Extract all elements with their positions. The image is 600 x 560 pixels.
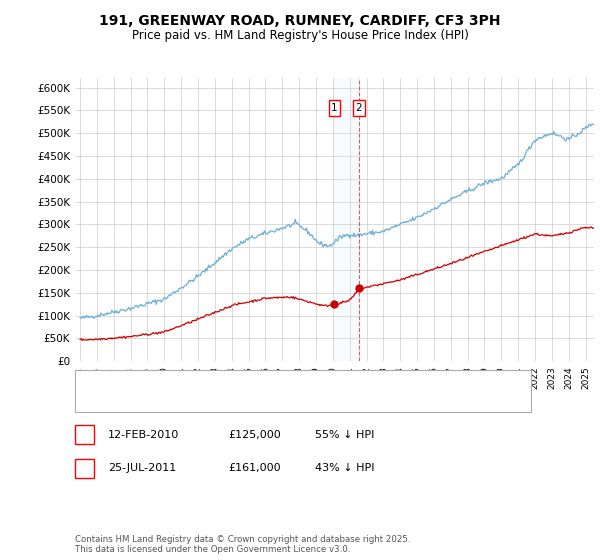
- Text: 1: 1: [81, 430, 88, 440]
- Text: 191, GREENWAY ROAD, RUMNEY, CARDIFF, CF3 3PH (detached house): 191, GREENWAY ROAD, RUMNEY, CARDIFF, CF3…: [108, 376, 473, 386]
- Text: 2: 2: [356, 103, 362, 113]
- Text: 25-JUL-2011: 25-JUL-2011: [108, 463, 176, 473]
- Text: £161,000: £161,000: [228, 463, 281, 473]
- Text: Price paid vs. HM Land Registry's House Price Index (HPI): Price paid vs. HM Land Registry's House …: [131, 29, 469, 42]
- Text: 12-FEB-2010: 12-FEB-2010: [108, 430, 179, 440]
- Text: 2: 2: [81, 463, 88, 473]
- Text: HPI: Average price, detached house, Cardiff: HPI: Average price, detached house, Card…: [108, 395, 336, 405]
- Text: 55% ↓ HPI: 55% ↓ HPI: [315, 430, 374, 440]
- Bar: [334, 78, 359, 361]
- Text: 1: 1: [331, 103, 338, 113]
- Text: 43% ↓ HPI: 43% ↓ HPI: [315, 463, 374, 473]
- Text: £125,000: £125,000: [228, 430, 281, 440]
- Text: Contains HM Land Registry data © Crown copyright and database right 2025.
This d: Contains HM Land Registry data © Crown c…: [75, 535, 410, 554]
- Text: 191, GREENWAY ROAD, RUMNEY, CARDIFF, CF3 3PH: 191, GREENWAY ROAD, RUMNEY, CARDIFF, CF3…: [99, 14, 501, 28]
